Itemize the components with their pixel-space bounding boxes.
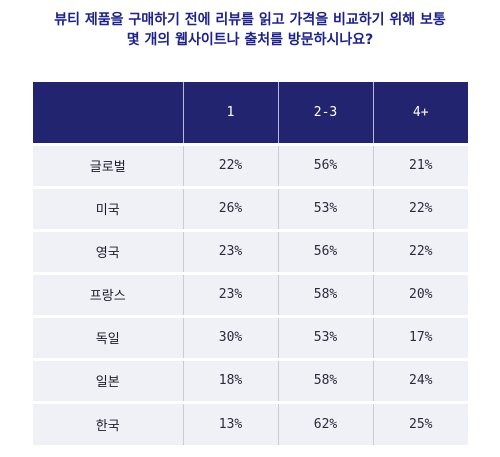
table-header: 1 2-3 4+ — [33, 82, 468, 144]
header-cell-blank — [33, 82, 184, 144]
value-cell: 53% — [278, 185, 374, 230]
value-cell: 22% — [183, 142, 279, 187]
header-cell-2-3: 2-3 — [278, 82, 374, 144]
value-cell: 56% — [278, 228, 374, 273]
table-row: 프랑스 23% 58% 20% — [33, 271, 468, 316]
value-cell: 23% — [183, 228, 279, 273]
data-table: 1 2-3 4+ 글로벌 22% 56% 21% 미국 26% 53% 22% 영국 23% 56%… — [33, 82, 468, 445]
value-cell: 17% — [373, 314, 468, 359]
header-cell-1: 1 — [183, 82, 279, 144]
value-cell: 26% — [183, 185, 279, 230]
value-cell: 13% — [183, 400, 279, 445]
row-label: 영국 — [33, 228, 184, 273]
table-row: 영국 23% 56% 22% — [33, 228, 468, 273]
table-row: 일본 18% 58% 24% — [33, 357, 468, 402]
row-label: 한국 — [33, 400, 184, 445]
value-cell: 23% — [183, 271, 279, 316]
value-cell: 53% — [278, 314, 374, 359]
row-label: 프랑스 — [33, 271, 184, 316]
table-row: 독일 30% 53% 17% — [33, 314, 468, 359]
value-cell: 20% — [373, 271, 468, 316]
chart-title-line-1: 뷰티 제품을 구매하기 전에 리뷰를 읽고 가격을 비교하기 위해 보통 — [54, 12, 446, 28]
value-cell: 21% — [373, 142, 468, 187]
chart-title-line-2: 몇 개의 웹사이트나 출처를 방문하시나요? — [126, 32, 374, 48]
row-label: 미국 — [33, 185, 184, 230]
value-cell: 24% — [373, 357, 468, 402]
value-cell: 22% — [373, 185, 468, 230]
header-cell-4-plus: 4+ — [373, 82, 468, 144]
row-label: 독일 — [33, 314, 184, 359]
chart-title: 뷰티 제품을 구매하기 전에 리뷰를 읽고 가격을 비교하기 위해 보통 몇 개… — [14, 10, 486, 50]
row-label: 일본 — [33, 357, 184, 402]
row-label: 글로벌 — [33, 142, 184, 187]
value-cell: 58% — [278, 357, 374, 402]
table-row: 미국 26% 53% 22% — [33, 185, 468, 230]
value-cell: 62% — [278, 400, 374, 445]
value-cell: 25% — [373, 400, 468, 445]
table-body: 글로벌 22% 56% 21% 미국 26% 53% 22% 영국 23% 56% 22% 프랑스 23%… — [33, 142, 468, 445]
value-cell: 30% — [183, 314, 279, 359]
header-row: 1 2-3 4+ — [33, 82, 468, 144]
value-cell: 18% — [183, 357, 279, 402]
value-cell: 22% — [373, 228, 468, 273]
table-row: 한국 13% 62% 25% — [33, 400, 468, 445]
value-cell: 58% — [278, 271, 374, 316]
table-row: 글로벌 22% 56% 21% — [33, 142, 468, 187]
value-cell: 56% — [278, 142, 374, 187]
